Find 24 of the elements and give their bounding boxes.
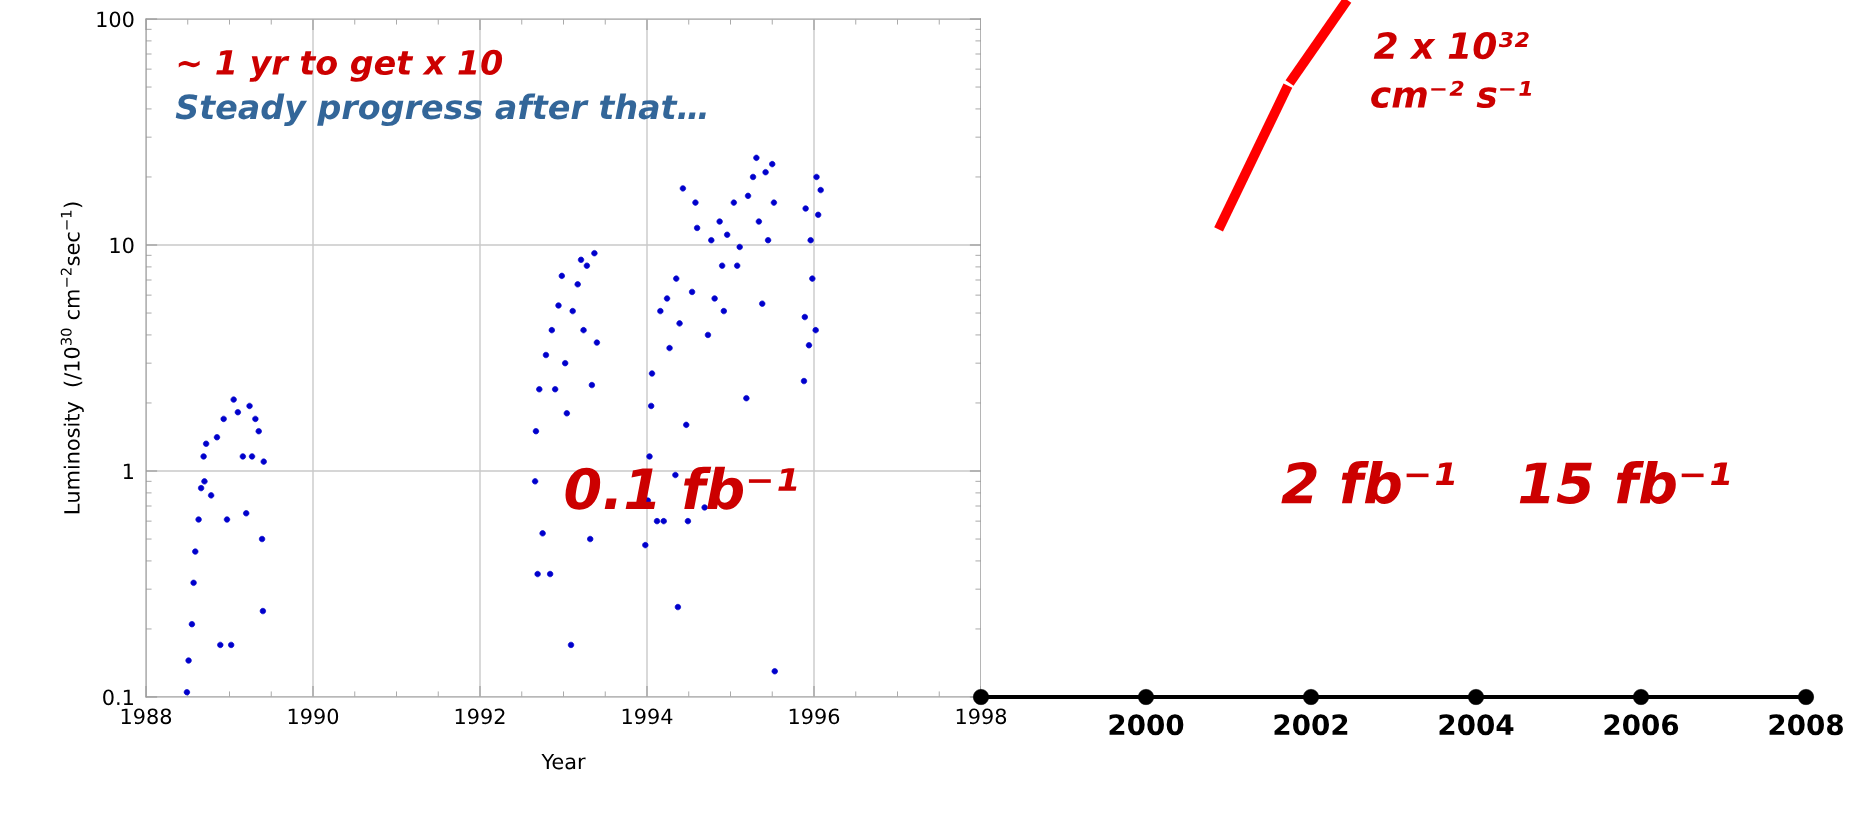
annotation: cm⁻² s⁻¹ [1371, 80, 1532, 109]
y-tick-label: 0.1 [103, 689, 133, 706]
x-tick-label: 2000 [1109, 714, 1184, 736]
x-tick-label: 2002 [1274, 714, 1348, 736]
annotation: ~ 1 yr to get x 10 [178, 49, 503, 82]
x-tick-label: 1998 [956, 708, 1007, 725]
y-tick-label: 10 [110, 237, 134, 254]
annotation: 2 fb⁻¹ [1281, 461, 1455, 505]
annotation: 0.1 fb⁻¹ [565, 466, 797, 510]
x-tick-label: 1994 [622, 708, 673, 725]
x-tick-label: 2008 [1769, 714, 1843, 736]
annotation: 15 fb⁻¹ [1519, 461, 1730, 505]
y-tick-label: 100 [97, 11, 134, 28]
annotation: Steady progress after that… [175, 93, 706, 127]
x-tick-label: 1990 [288, 708, 339, 725]
x-tick-label: 1988 [121, 708, 172, 725]
x-axis-title: Year [541, 753, 586, 770]
y-axis-title: Luminosity (/10$^{30}$ cm$^{−2}$sec$^{−1}$) [60, 202, 84, 514]
annotation: 2 x 10³² [1373, 31, 1529, 60]
x-tick-label: 2006 [1604, 714, 1679, 736]
x-tick-label: 2004 [1439, 714, 1514, 736]
y-tick-label: 1 [123, 463, 133, 479]
x-tick-label: 1996 [789, 708, 840, 725]
x-tick-label: 1992 [455, 708, 505, 725]
